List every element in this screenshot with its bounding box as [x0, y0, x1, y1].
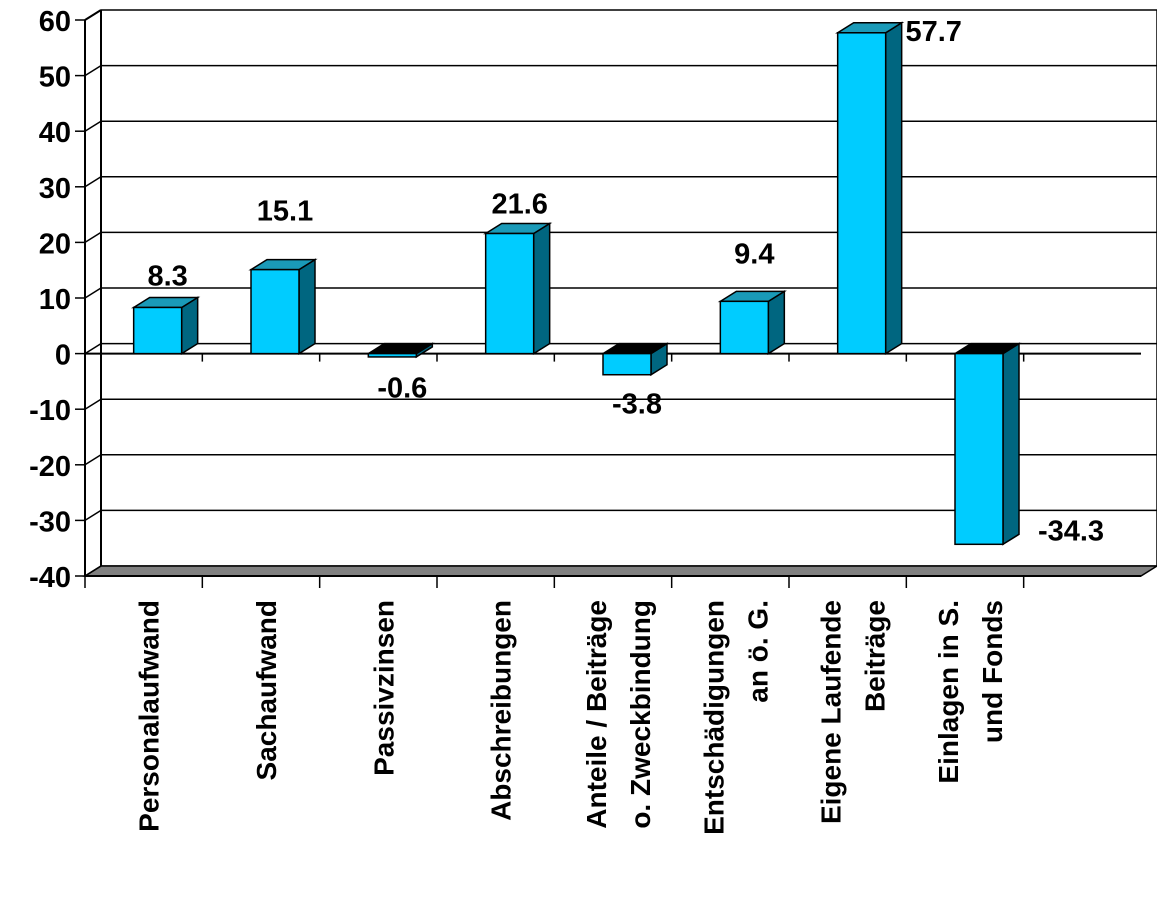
bar-side-face	[1002, 342, 1020, 546]
x-tick-label: Eigene Laufende	[816, 600, 847, 824]
bar	[600, 342, 670, 377]
bar-front-face	[484, 232, 535, 355]
y-tick-label: 10	[39, 284, 71, 316]
y-axis-depth-line	[84, 454, 102, 466]
bar-side-face	[298, 258, 316, 355]
x-tick-label: und Fonds	[977, 600, 1008, 743]
floor	[82, 565, 1157, 577]
x-tick-label: an ö. G.	[742, 600, 773, 703]
y-tick-label: -30	[29, 506, 71, 538]
data-label: -34.3	[1038, 515, 1104, 547]
x-tick-label: o. Zweckbindung	[625, 600, 656, 829]
bar-front-face	[602, 352, 652, 376]
bar	[365, 342, 435, 359]
data-label: 9.4	[734, 238, 774, 270]
bar-side-face	[532, 222, 551, 355]
y-axis-depth-line	[84, 565, 102, 577]
y-tick-label: -40	[29, 562, 71, 594]
bar-front-face	[250, 268, 300, 355]
data-label: -3.8	[612, 389, 662, 421]
bar	[483, 222, 553, 355]
bar	[835, 21, 905, 355]
bar-front-face	[132, 306, 183, 355]
bar-front-face	[954, 352, 1004, 546]
bar	[952, 342, 1022, 546]
y-tick-label: 20	[39, 228, 71, 260]
x-tick-label: Abschreibungen	[486, 600, 517, 821]
x-tick-label: Personalaufwand	[134, 600, 165, 832]
x-tick-label: Sachaufwand	[251, 600, 282, 780]
data-label: 15.1	[257, 196, 313, 228]
y-tick-label: -10	[29, 395, 71, 427]
y-tick-label: 0	[55, 340, 71, 372]
bar-front-face	[836, 32, 887, 355]
y-axis-depth-line	[84, 287, 102, 299]
y-tick-label: 60	[39, 6, 71, 38]
data-label: 57.7	[905, 16, 961, 48]
y-axis-depth-line	[84, 176, 102, 188]
x-tick-label: Anteile / Beiträge	[581, 600, 612, 829]
x-tick-label: Passivzinsen	[368, 600, 399, 776]
bar	[131, 296, 201, 355]
data-label: 8.3	[148, 260, 188, 292]
y-axis-depth-line	[84, 509, 102, 522]
y-axis-depth-line	[84, 9, 102, 21]
data-label: 21.6	[491, 189, 547, 221]
y-tick-label: -20	[29, 451, 71, 483]
bar-side-face	[884, 21, 903, 355]
y-axis-depth-line	[84, 120, 102, 132]
x-tick-label: Entschädigungen	[698, 600, 729, 835]
bar	[248, 258, 318, 355]
bar-front-face	[719, 300, 770, 355]
y-axis-depth-line	[84, 231, 102, 244]
y-axis-depth-line	[84, 64, 102, 77]
x-tick-label: Einlagen in S.	[933, 600, 964, 784]
y-axis-depth-line	[84, 342, 102, 355]
y-tick-label: 50	[39, 62, 71, 94]
y-axis-depth-line	[84, 398, 102, 410]
y-tick-label: 30	[39, 173, 71, 205]
bar	[717, 289, 787, 355]
data-label: -0.6	[377, 373, 427, 405]
bar-front-face	[367, 352, 418, 358]
x-tick-label: Beiträge	[860, 600, 891, 712]
y-tick-label: 40	[39, 117, 71, 149]
